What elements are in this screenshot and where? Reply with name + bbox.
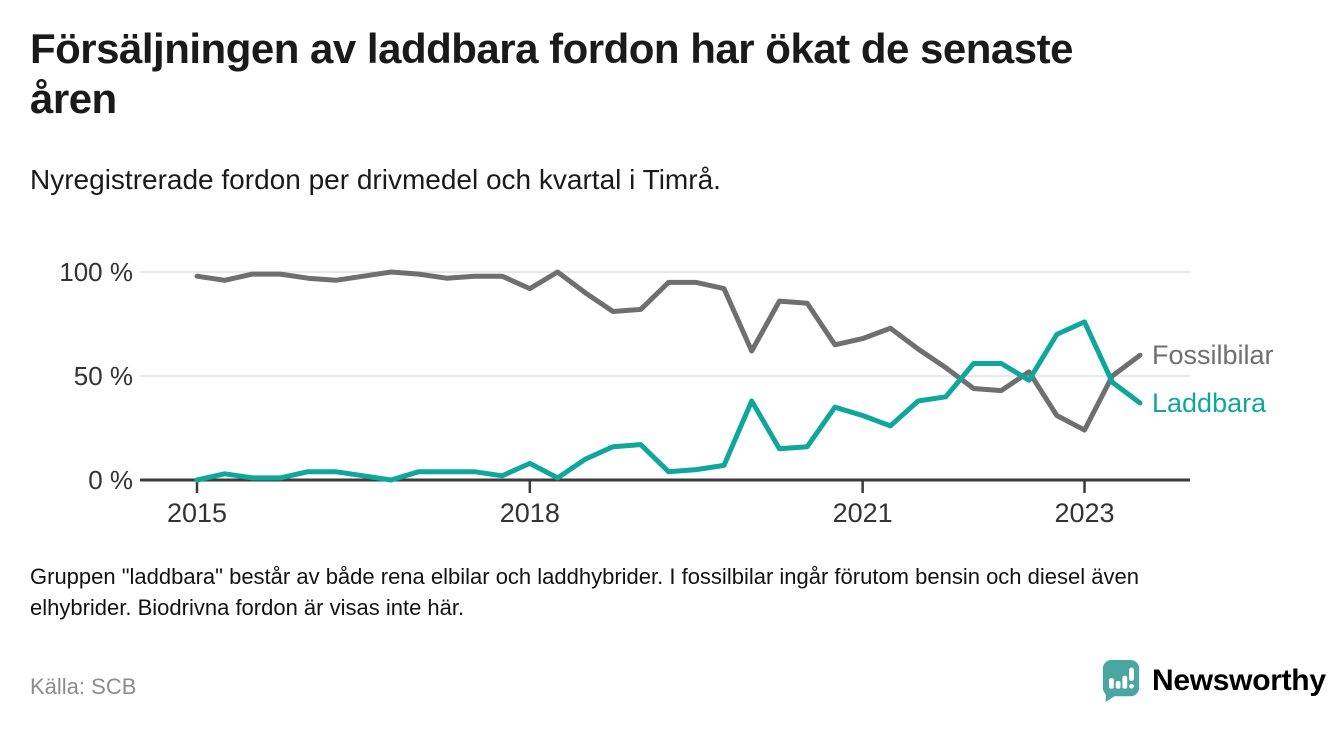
newsworthy-logo: Newsworthy	[1100, 658, 1326, 704]
logo-exclamation-icon	[1129, 667, 1134, 681]
series-line-fossilbilar	[194, 269, 1143, 433]
series-line-laddbara	[194, 319, 1143, 483]
chart-subtitle: Nyregistrerade fordon per drivmedel och …	[30, 164, 721, 195]
chart-title-line: åren	[30, 75, 117, 122]
source-label: Källa: SCB	[30, 674, 137, 699]
legend-label-laddbara: Laddbara	[1152, 388, 1267, 418]
footnote: Gruppen "laddbara" består av både rena e…	[30, 561, 1290, 623]
logo-bar-icon	[1109, 678, 1114, 689]
newsworthy-logo-icon	[1102, 660, 1140, 702]
chart-title-line: Försäljningen av laddbara fordon har öka…	[30, 25, 1073, 72]
x-axis-tick-label: 2021	[833, 498, 893, 528]
x-axis-tick-label: 2023	[1054, 498, 1114, 528]
footnote-line: elhybrider. Biodrivna fordon är visas in…	[30, 595, 465, 620]
x-axis-tick-label: 2015	[167, 498, 227, 528]
brand-name: Newsworthy	[1152, 664, 1326, 697]
logo-bubble-tail	[1105, 691, 1118, 702]
footnote-line: Gruppen "laddbara" består av både rena e…	[30, 564, 1139, 589]
legend-label-fossilbilar: Fossilbilar	[1152, 340, 1274, 370]
x-axis-tick-label: 2018	[500, 498, 560, 528]
logo-bar-icon	[1115, 681, 1121, 689]
chart-title: Försäljningen av laddbara fordon har öka…	[30, 24, 1310, 124]
logo-exclamation-dot	[1129, 683, 1134, 689]
y-axis-tick-label: 100 %	[59, 257, 133, 287]
y-axis-tick-label: 50 %	[74, 361, 133, 391]
y-axis-tick-label: 0 %	[88, 465, 133, 495]
logo-bar-icon	[1122, 675, 1128, 689]
